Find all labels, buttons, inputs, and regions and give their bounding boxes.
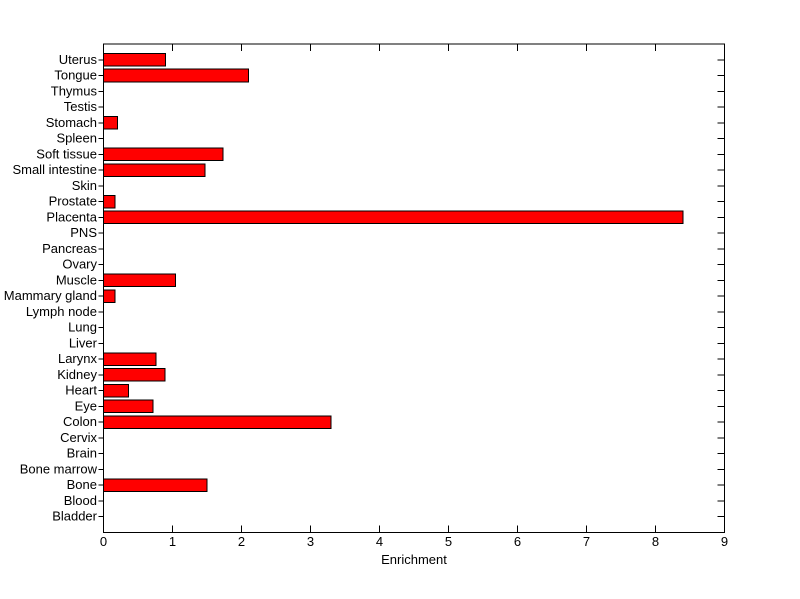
y-category-label: Liver	[69, 335, 98, 350]
y-category-label: PNS	[70, 225, 97, 240]
bar	[103, 368, 166, 382]
y-category-label: Placenta	[46, 209, 97, 224]
x-tick-label: 5	[445, 534, 452, 549]
y-category-label: Tongue	[54, 68, 97, 83]
x-tick-label: 0	[100, 534, 107, 549]
bar	[103, 415, 332, 429]
bar	[103, 210, 684, 225]
bar	[103, 478, 208, 493]
x-tick-label: 9	[721, 534, 728, 549]
y-category-label: Soft tissue	[36, 146, 97, 161]
plot-box	[103, 43, 725, 533]
x-tick-label: 4	[376, 534, 383, 549]
y-category-label: Bone marrow	[20, 461, 98, 476]
bar	[103, 68, 249, 83]
x-axis-label: Enrichment	[381, 552, 447, 567]
y-category-label: Prostate	[49, 194, 97, 209]
y-category-label: Bone	[67, 477, 97, 492]
bar	[103, 399, 154, 414]
y-category-label: Bladder	[52, 509, 97, 524]
y-category-label: Eye	[75, 398, 97, 413]
y-category-label: Spleen	[57, 131, 97, 146]
x-tick-label: 8	[652, 534, 659, 549]
y-category-label: Ovary	[62, 257, 97, 272]
y-category-label: Thymus	[51, 83, 98, 98]
y-category-label: Cervix	[60, 430, 97, 445]
y-category-label: Muscle	[56, 272, 97, 287]
y-category-label: Lung	[68, 320, 97, 335]
y-category-label: Lymph node	[26, 304, 97, 319]
y-category-label: Pancreas	[42, 241, 97, 256]
bar	[103, 52, 167, 67]
bar	[103, 115, 118, 130]
x-tick-label: 6	[514, 534, 521, 549]
y-category-label: Larynx	[58, 351, 98, 366]
bar	[103, 383, 129, 398]
x-tick-label: 7	[583, 534, 590, 549]
x-tick-label: 1	[169, 534, 176, 549]
x-tick-label: 2	[238, 534, 245, 549]
y-category-label: Small intestine	[12, 162, 97, 177]
y-category-label: Testis	[64, 99, 98, 114]
y-category-label: Stomach	[46, 115, 97, 130]
x-tick-label: 3	[307, 534, 314, 549]
bar	[103, 163, 206, 177]
plot-area	[103, 44, 725, 533]
y-category-label: Mammary gland	[4, 288, 97, 303]
y-category-label: Uterus	[59, 52, 98, 67]
bar	[103, 194, 116, 209]
y-category-label: Heart	[65, 383, 97, 398]
bar	[103, 289, 116, 303]
bar	[103, 147, 224, 162]
y-category-label: Brain	[67, 446, 97, 461]
y-category-label: Skin	[72, 178, 97, 193]
bar	[103, 273, 176, 288]
bar	[103, 352, 157, 366]
y-category-label: Blood	[64, 493, 97, 508]
y-category-label: Kidney	[57, 367, 97, 382]
y-category-label: Colon	[63, 414, 97, 429]
